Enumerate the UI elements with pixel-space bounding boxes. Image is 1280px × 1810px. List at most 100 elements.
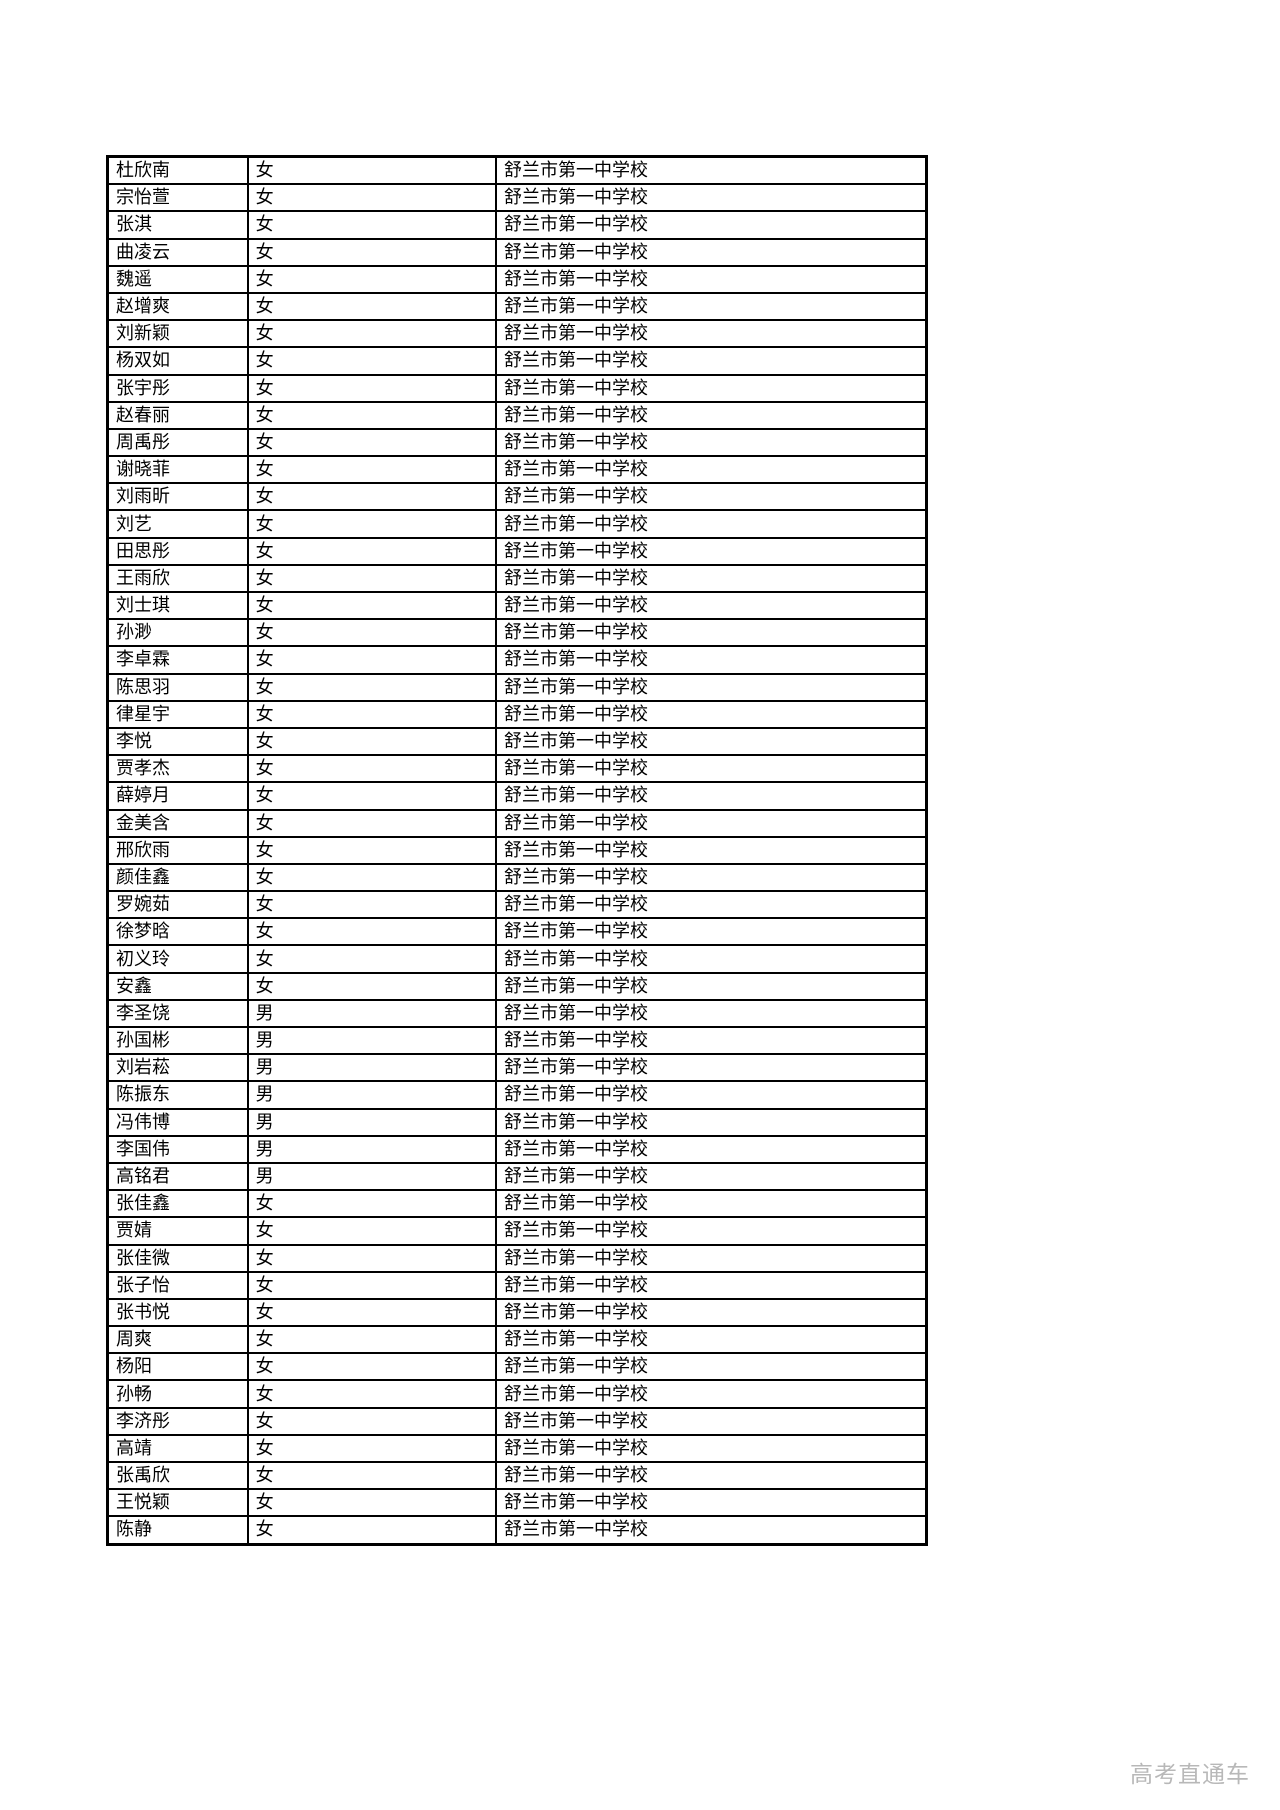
table-row: 杨阳女舒兰市第一中学校 bbox=[106, 1352, 928, 1382]
gender-cell: 女 bbox=[246, 944, 497, 974]
table-row: 贾孝杰女舒兰市第一中学校 bbox=[106, 754, 928, 784]
school-cell: 舒兰市第一中学校 bbox=[494, 590, 928, 621]
school-cell: 舒兰市第一中学校 bbox=[494, 944, 928, 974]
gender-cell: 女 bbox=[246, 1325, 497, 1355]
student-name-cell: 贾孝杰 bbox=[106, 754, 249, 784]
student-name-cell: 安鑫 bbox=[106, 971, 249, 1001]
gender-cell: 女 bbox=[246, 781, 497, 811]
school-cell: 舒兰市第一中学校 bbox=[494, 1297, 928, 1328]
table-row: 陈静女舒兰市第一中学校 bbox=[106, 1515, 928, 1546]
student-name-cell: 张禹欣 bbox=[106, 1460, 249, 1491]
student-name-cell: 王悦颖 bbox=[106, 1488, 249, 1518]
school-cell: 舒兰市第一中学校 bbox=[494, 1433, 928, 1464]
gender-cell: 女 bbox=[246, 862, 497, 893]
gender-cell: 女 bbox=[246, 237, 497, 267]
gender-cell: 女 bbox=[246, 455, 497, 485]
student-name-cell: 刘士琪 bbox=[106, 590, 249, 621]
table-row: 张宇彤女舒兰市第一中学校 bbox=[106, 373, 928, 403]
table-row: 张佳鑫女舒兰市第一中学校 bbox=[106, 1189, 928, 1219]
gender-cell: 女 bbox=[246, 155, 497, 186]
student-name-cell: 孙渺 bbox=[106, 618, 249, 648]
student-roster-table: 杜欣南女舒兰市第一中学校 宗怡萱女舒兰市第一中学校 张淇女舒兰市第一中学校 曲凌云女舒… bbox=[106, 155, 928, 1546]
school-cell: 舒兰市第一中学校 bbox=[494, 645, 928, 675]
gender-cell: 女 bbox=[246, 509, 497, 539]
student-name-cell: 张宇彤 bbox=[106, 373, 249, 403]
school-cell: 舒兰市第一中学校 bbox=[494, 862, 928, 893]
table-row: 李济彤女舒兰市第一中学校 bbox=[106, 1406, 928, 1436]
gender-cell: 女 bbox=[246, 645, 497, 675]
student-table-body: 杜欣南女舒兰市第一中学校 宗怡萱女舒兰市第一中学校 张淇女舒兰市第一中学校 曲凌云女舒… bbox=[106, 155, 928, 1546]
school-cell: 舒兰市第一中学校 bbox=[494, 1515, 928, 1546]
table-row: 张书悦女舒兰市第一中学校 bbox=[106, 1297, 928, 1328]
table-row: 刘新颖女舒兰市第一中学校 bbox=[106, 319, 928, 349]
gender-cell: 女 bbox=[246, 1352, 497, 1382]
school-cell: 舒兰市第一中学校 bbox=[494, 1270, 928, 1300]
school-cell: 舒兰市第一中学校 bbox=[494, 536, 928, 566]
school-cell: 舒兰市第一中学校 bbox=[494, 319, 928, 349]
school-cell: 舒兰市第一中学校 bbox=[494, 563, 928, 594]
student-name-cell: 周禹彤 bbox=[106, 427, 249, 458]
gender-cell: 女 bbox=[246, 536, 497, 566]
table-row: 张子怡女舒兰市第一中学校 bbox=[106, 1270, 928, 1300]
student-name-cell: 李悦 bbox=[106, 726, 249, 757]
gender-cell: 女 bbox=[246, 971, 497, 1001]
student-name-cell: 张佳微 bbox=[106, 1243, 249, 1273]
gender-cell: 女 bbox=[246, 1488, 497, 1518]
school-cell: 舒兰市第一中学校 bbox=[494, 1053, 928, 1083]
table-row: 宗怡萱女舒兰市第一中学校 bbox=[106, 183, 928, 213]
student-name-cell: 邢欣雨 bbox=[106, 835, 249, 865]
student-name-cell: 李卓霖 bbox=[106, 645, 249, 675]
gender-cell: 女 bbox=[246, 1433, 497, 1464]
table-row: 陈思羽女舒兰市第一中学校 bbox=[106, 672, 928, 702]
student-name-cell: 曲凌云 bbox=[106, 237, 249, 267]
gender-cell: 女 bbox=[246, 726, 497, 757]
school-cell: 舒兰市第一中学校 bbox=[494, 1379, 928, 1409]
table-row: 高靖女舒兰市第一中学校 bbox=[106, 1433, 928, 1464]
gender-cell: 女 bbox=[246, 672, 497, 702]
gender-cell: 女 bbox=[246, 590, 497, 621]
student-name-cell: 王雨欣 bbox=[106, 563, 249, 594]
table-row: 陈振东男舒兰市第一中学校 bbox=[106, 1080, 928, 1110]
table-row: 薛婷月女舒兰市第一中学校 bbox=[106, 781, 928, 811]
gender-cell: 女 bbox=[246, 427, 497, 458]
gender-cell: 女 bbox=[246, 1216, 497, 1246]
school-cell: 舒兰市第一中学校 bbox=[494, 373, 928, 403]
gender-cell: 女 bbox=[246, 917, 497, 947]
school-cell: 舒兰市第一中学校 bbox=[494, 482, 928, 512]
school-cell: 舒兰市第一中学校 bbox=[494, 509, 928, 539]
watermark-text: 高考直通车 bbox=[1130, 1761, 1250, 1787]
table-row: 颜佳鑫女舒兰市第一中学校 bbox=[106, 862, 928, 893]
table-row: 罗婉茹女舒兰市第一中学校 bbox=[106, 890, 928, 920]
student-name-cell: 高靖 bbox=[106, 1433, 249, 1464]
table-row: 王雨欣女舒兰市第一中学校 bbox=[106, 563, 928, 594]
student-name-cell: 初义玲 bbox=[106, 944, 249, 974]
table-row: 律星宇女舒兰市第一中学校 bbox=[106, 699, 928, 729]
table-row: 孙畅女舒兰市第一中学校 bbox=[106, 1379, 928, 1409]
student-name-cell: 陈思羽 bbox=[106, 672, 249, 702]
student-name-cell: 刘雨昕 bbox=[106, 482, 249, 512]
student-name-cell: 赵增爽 bbox=[106, 291, 249, 322]
school-cell: 舒兰市第一中学校 bbox=[494, 1134, 928, 1164]
school-cell: 舒兰市第一中学校 bbox=[494, 1025, 928, 1056]
gender-cell: 女 bbox=[246, 808, 497, 838]
student-name-cell: 罗婉茹 bbox=[106, 890, 249, 920]
school-cell: 舒兰市第一中学校 bbox=[494, 699, 928, 729]
school-cell: 舒兰市第一中学校 bbox=[494, 237, 928, 267]
table-row: 周禹彤女舒兰市第一中学校 bbox=[106, 427, 928, 458]
student-name-cell: 陈振东 bbox=[106, 1080, 249, 1110]
school-cell: 舒兰市第一中学校 bbox=[494, 1488, 928, 1518]
table-row: 赵春丽女舒兰市第一中学校 bbox=[106, 400, 928, 430]
school-cell: 舒兰市第一中学校 bbox=[494, 1107, 928, 1137]
table-row: 邢欣雨女舒兰市第一中学校 bbox=[106, 835, 928, 865]
gender-cell: 女 bbox=[246, 1379, 497, 1409]
gender-cell: 女 bbox=[246, 835, 497, 865]
student-name-cell: 赵春丽 bbox=[106, 400, 249, 430]
gender-cell: 女 bbox=[246, 1189, 497, 1219]
student-name-cell: 金美含 bbox=[106, 808, 249, 838]
school-cell: 舒兰市第一中学校 bbox=[494, 808, 928, 838]
table-row: 李圣饶男舒兰市第一中学校 bbox=[106, 998, 928, 1029]
gender-cell: 女 bbox=[246, 183, 497, 213]
gender-cell: 男 bbox=[246, 1161, 497, 1192]
table-row: 刘艺女舒兰市第一中学校 bbox=[106, 509, 928, 539]
gender-cell: 女 bbox=[246, 699, 497, 729]
